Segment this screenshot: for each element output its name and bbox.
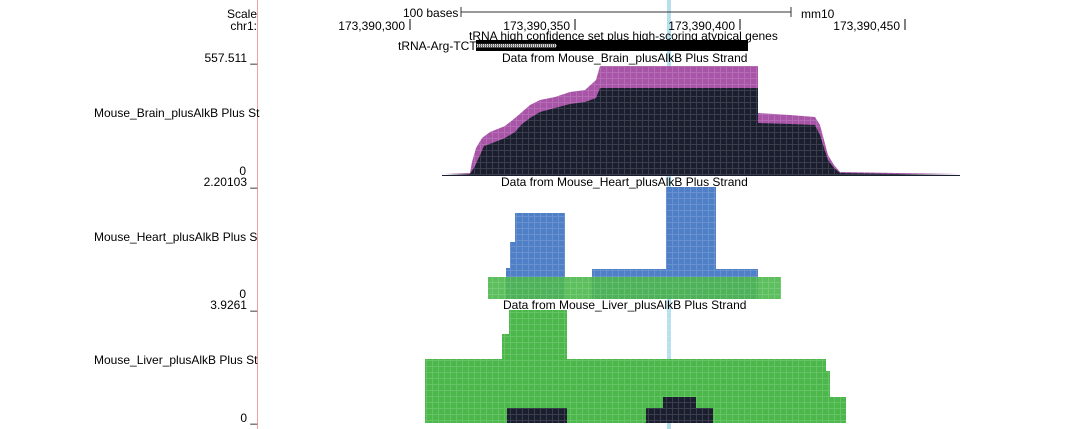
track-label-border <box>257 0 258 429</box>
ruler-tick-label: 173,390,400 <box>668 19 735 33</box>
ruler-tick-label: 173,390,350 <box>503 19 570 33</box>
liver-coverage-plot[interactable] <box>425 310 846 423</box>
gene-feature[interactable]: ›››››››››››››››››››››››››››››››››››››››› <box>476 40 748 51</box>
gene-track-title: tRNA high confidence set plus high-scori… <box>469 29 778 43</box>
brain-track-title: Data from Mouse_Brain_plusAlkB Plus Stra… <box>502 51 748 65</box>
heart-min-value: 0 <box>239 287 246 301</box>
ruler-ticks <box>409 19 906 30</box>
liver-min-value: 0 _ <box>240 411 257 425</box>
liver-max-value: 3.9261 _ <box>210 298 257 312</box>
brain-max-value: 557.511 _ <box>204 51 258 65</box>
strand-arrows: ›››››››››››››››››››››››››››››››››››››››› <box>476 40 557 50</box>
heart-max-value: 2.20103 _ <box>203 175 257 189</box>
ruler-tick-label: 173,390,300 <box>338 19 405 33</box>
liver-track-label[interactable]: Mouse_Liver_plusAlkB Plus St <box>94 353 258 367</box>
scale-label: Scale <box>226 7 257 21</box>
heart-coverage-plot[interactable] <box>488 187 781 299</box>
ruler-scale-bar <box>460 7 792 17</box>
scale-bases-text: 100 bases <box>403 6 459 20</box>
brain-track-label[interactable]: Mouse_Brain_plusAlkB Plus St <box>94 106 260 120</box>
brain-coverage-plot[interactable] <box>442 66 960 176</box>
chrom-label: chr1: <box>230 19 257 33</box>
ruler-tick-label: 173,390,450 <box>833 19 900 33</box>
assembly-label: mm10 <box>801 7 835 21</box>
heart-track-label[interactable]: Mouse_Heart_plusAlkB Plus S <box>94 230 258 244</box>
brain-min-value: 0 <box>239 164 246 178</box>
liver-track-title: Data from Mouse_Liver_plusAlkB Plus Stra… <box>503 298 747 312</box>
gene-name-label[interactable]: tRNA-Arg-TCT-4-1 <box>398 39 498 53</box>
heart-track-title: Data from Mouse_Heart_plusAlkB Plus Stra… <box>501 175 748 189</box>
